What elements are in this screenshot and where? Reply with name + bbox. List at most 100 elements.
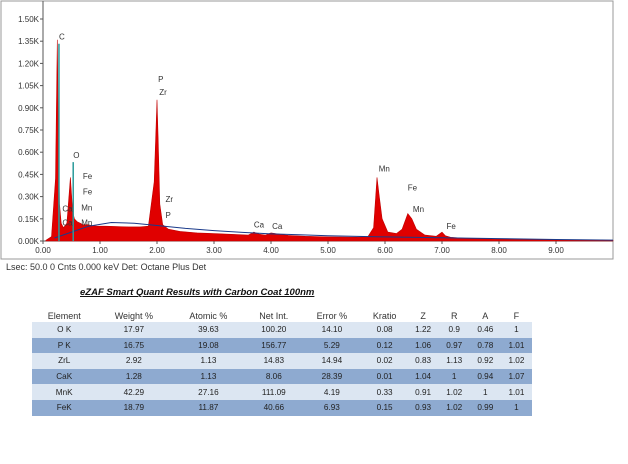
table-cell: 0.97 bbox=[438, 337, 470, 354]
table-cell: 1 bbox=[438, 368, 470, 385]
peak-label: Zr bbox=[159, 88, 167, 97]
table-cell: 1.13 bbox=[438, 353, 470, 369]
table-cell: 1.04 bbox=[407, 368, 439, 385]
table-cell: 0.08 bbox=[361, 322, 408, 338]
table-cell: 39.63 bbox=[171, 322, 246, 338]
table-row: MnK 42.29 27.16 111.09 4.19 0.33 0.91 1.02 1 1.01 bbox=[32, 384, 532, 400]
table-cell: MnK bbox=[32, 384, 97, 400]
y-tick-label: 0.90K bbox=[18, 104, 40, 113]
table-cell: 16.75 bbox=[96, 337, 172, 354]
table-cell: 100.20 bbox=[245, 322, 303, 338]
peak-label: Fe bbox=[83, 187, 93, 196]
table-cell: P K bbox=[32, 337, 97, 354]
table-cell: 1.02 bbox=[438, 399, 470, 416]
spectrum-area bbox=[45, 39, 614, 242]
results-header-row: Element Weight % Atomic % Net Int. Error % Kr… bbox=[32, 309, 532, 322]
x-tick-label: 8.00 bbox=[491, 246, 507, 255]
table-cell: O K bbox=[32, 322, 97, 338]
table-cell: 0.01 bbox=[361, 368, 408, 385]
column-header: Net Int. bbox=[245, 309, 303, 322]
table-cell: 1.02 bbox=[500, 353, 532, 369]
column-header: F bbox=[500, 309, 532, 322]
table-cell: 18.79 bbox=[96, 399, 172, 416]
table-row: FeK 18.79 11.87 40.66 6.93 0.15 0.93 1.02 0.99 1 bbox=[32, 399, 532, 416]
table-row: ZrL 2.92 1.13 14.83 14.94 0.02 0.83 1.13 0.92 1.0… bbox=[32, 353, 532, 369]
x-tick-label: 9.00 bbox=[548, 246, 564, 255]
table-cell: 0.92 bbox=[469, 353, 501, 369]
table-cell: 1.01 bbox=[500, 384, 532, 400]
table-cell: 28.39 bbox=[302, 368, 362, 385]
plot-frame bbox=[0, 0, 614, 260]
table-row: CaK 1.28 1.13 8.06 28.39 0.01 1.04 1 0.94 1.07 bbox=[32, 368, 532, 385]
spectrum-series bbox=[45, 39, 614, 242]
peak-label: Fe bbox=[408, 184, 418, 193]
table-cell: 8.06 bbox=[245, 368, 303, 385]
table-cell: 11.87 bbox=[171, 399, 246, 416]
y-tick-label: 0.00K bbox=[18, 237, 40, 246]
table-cell: 156.77 bbox=[245, 337, 303, 354]
y-tick-label: 1.20K bbox=[18, 59, 40, 68]
peak-label: Mn bbox=[81, 204, 92, 213]
table-cell: 0.99 bbox=[469, 399, 501, 416]
table-cell: 1.22 bbox=[407, 322, 439, 338]
peak-label: Fe bbox=[447, 222, 457, 231]
column-header: Atomic % bbox=[171, 309, 246, 322]
table-row: O K 17.97 39.63 100.20 14.10 0.08 1.22 0.9 0.46 1 bbox=[32, 322, 532, 338]
table-cell: 1.28 bbox=[96, 368, 172, 385]
column-header: A bbox=[469, 309, 501, 322]
peak-label: Ca bbox=[62, 218, 73, 227]
table-cell: 1.13 bbox=[171, 368, 246, 385]
eds-spectrum-chart: 0.00K 0.15K 0.30K 0.45K 0.60K 0.75K 0.90K 1.05K… bbox=[0, 0, 614, 260]
table-cell: 1.07 bbox=[500, 368, 532, 385]
table-cell: 0.12 bbox=[361, 337, 408, 354]
table-cell: 0.46 bbox=[469, 322, 501, 338]
peak-label: O bbox=[73, 151, 79, 160]
table-cell: 14.10 bbox=[302, 322, 362, 338]
status-line: Lsec: 50.0 0 Cnts 0.000 keV Det: Octane … bbox=[6, 262, 207, 272]
table-row: P K 16.75 19.08 156.77 5.29 0.12 1.06 0.97 0.78 1… bbox=[32, 337, 532, 354]
peak-label: Zr bbox=[166, 195, 174, 204]
column-header: Element bbox=[32, 309, 97, 322]
y-axis: 0.00K 0.15K 0.30K 0.45K 0.60K 0.75K 0.90K 1.05K… bbox=[18, 1, 44, 246]
y-tick-label: 1.35K bbox=[18, 37, 40, 46]
table-cell: 1.01 bbox=[500, 337, 532, 354]
table-cell: 0.15 bbox=[361, 399, 408, 416]
table-cell: 1 bbox=[469, 384, 501, 400]
peak-label: Ca bbox=[254, 221, 265, 230]
y-tick-label: 0.45K bbox=[18, 170, 40, 179]
table-cell: 17.97 bbox=[96, 322, 172, 338]
table-cell: 1.13 bbox=[171, 353, 246, 369]
table-cell: 111.09 bbox=[245, 384, 303, 400]
peak-label: Mn bbox=[379, 164, 390, 173]
table-cell: 0.78 bbox=[469, 337, 501, 354]
column-header: Z bbox=[407, 309, 439, 322]
x-tick-label: 1.00 bbox=[92, 246, 108, 255]
table-cell: 0.02 bbox=[361, 353, 408, 369]
table-cell: 27.16 bbox=[171, 384, 246, 400]
y-tick-label: 0.15K bbox=[18, 215, 40, 224]
table-cell: 0.94 bbox=[469, 368, 501, 385]
peak-label: P bbox=[166, 211, 171, 220]
table-cell: 1.02 bbox=[438, 384, 470, 400]
column-header: R bbox=[438, 309, 470, 322]
results-title: eZAF Smart Quant Results with Carbon Coa… bbox=[80, 287, 315, 298]
y-tick-label: 1.50K bbox=[18, 15, 40, 24]
y-tick-label: 1.05K bbox=[18, 82, 40, 91]
table-cell: 0.93 bbox=[407, 399, 439, 416]
peak-label: P bbox=[158, 75, 163, 84]
table-cell: 5.29 bbox=[302, 337, 362, 354]
y-tick-label: 0.60K bbox=[18, 148, 40, 157]
table-cell: FeK bbox=[32, 399, 97, 416]
x-tick-label: 6.00 bbox=[377, 246, 393, 255]
table-cell: 1 bbox=[500, 399, 532, 416]
table-cell: 4.19 bbox=[302, 384, 362, 400]
peak-label: Ca bbox=[62, 204, 73, 213]
table-cell: 0.91 bbox=[407, 384, 439, 400]
table-cell: 0.83 bbox=[407, 353, 439, 369]
table-cell: 6.93 bbox=[302, 399, 362, 416]
table-cell: 40.66 bbox=[245, 399, 303, 416]
table-cell: 1 bbox=[500, 322, 532, 338]
table-cell: CaK bbox=[32, 368, 97, 385]
y-tick-label: 0.75K bbox=[18, 126, 40, 135]
results-table: Element Weight % Atomic % Net Int. Error % Kr… bbox=[32, 309, 532, 416]
